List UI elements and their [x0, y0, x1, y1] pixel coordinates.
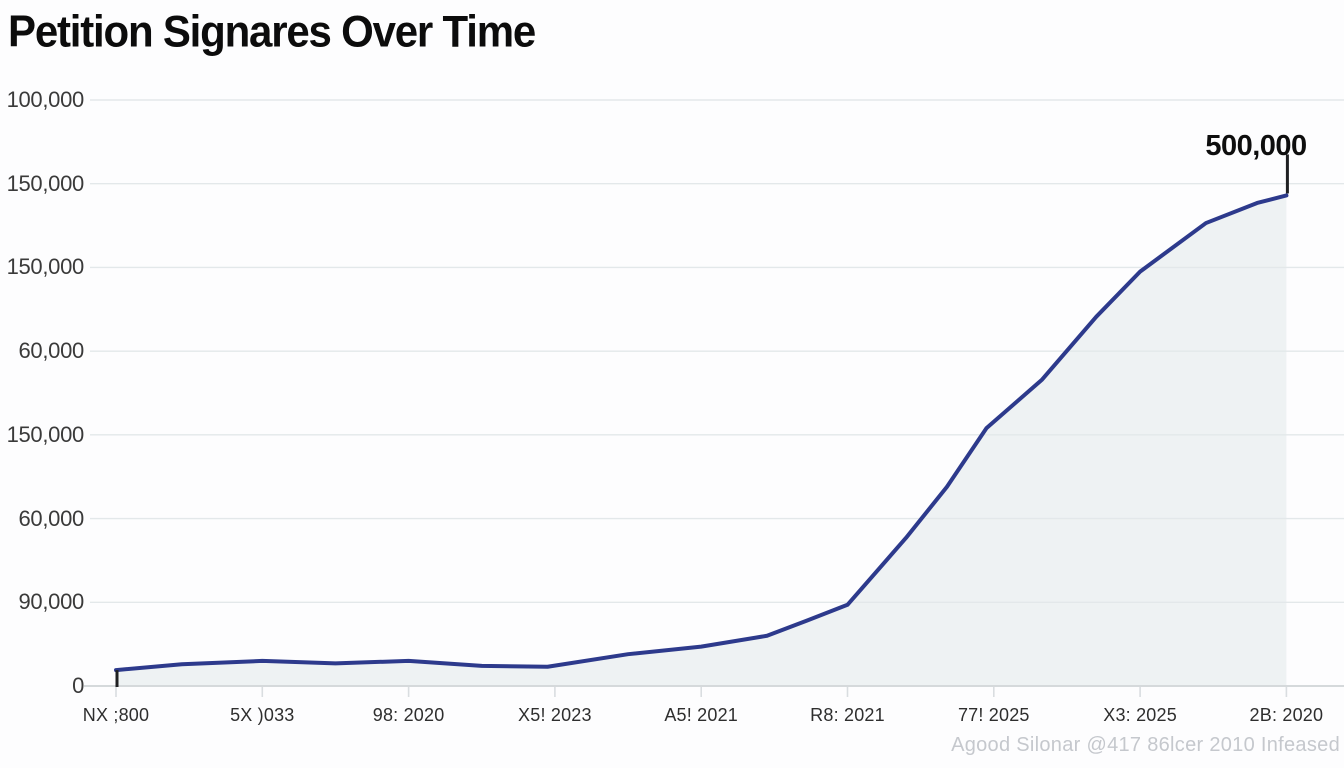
- chart-title: Petition Signares Over Time: [8, 6, 536, 56]
- y-axis: 100,000 150,000 150,000 60,000 150,000 60,000…: [0, 0, 85, 768]
- watermark-text: Agood Silonar @417 86lcer 2010 Infeased: [951, 734, 1340, 756]
- x-axis-label: A5! 2021: [664, 705, 739, 725]
- y-axis-label: 60,000: [18, 505, 85, 531]
- x-axis-label: 2B: 2020: [1249, 705, 1324, 725]
- x-axis-label: 77! 2025: [957, 705, 1030, 725]
- x-axis-label: X5! 2023: [518, 705, 592, 725]
- x-axis-label: 5X )033: [230, 705, 295, 725]
- x-axis-label: X3: 2025: [1103, 705, 1177, 725]
- y-axis-label: 150,000: [6, 421, 85, 447]
- y-axis-label: 60,000: [18, 338, 85, 364]
- series-area: [116, 195, 1287, 687]
- x-axis-label: R8: 2021: [810, 705, 885, 725]
- y-axis-label: 150,000: [6, 254, 85, 280]
- x-axis-label: 98: 2020: [372, 705, 445, 725]
- y-axis-label: 100,000: [6, 87, 85, 112]
- x-axis-label: NX ;800: [82, 705, 150, 725]
- end-value-annotation: 500,000: [1205, 130, 1307, 162]
- series-line: [114, 193, 1289, 673]
- y-axis-label: 0: [72, 673, 84, 698]
- y-axis-label: 150,000: [6, 170, 85, 196]
- y-axis-label: 90,000: [18, 589, 85, 615]
